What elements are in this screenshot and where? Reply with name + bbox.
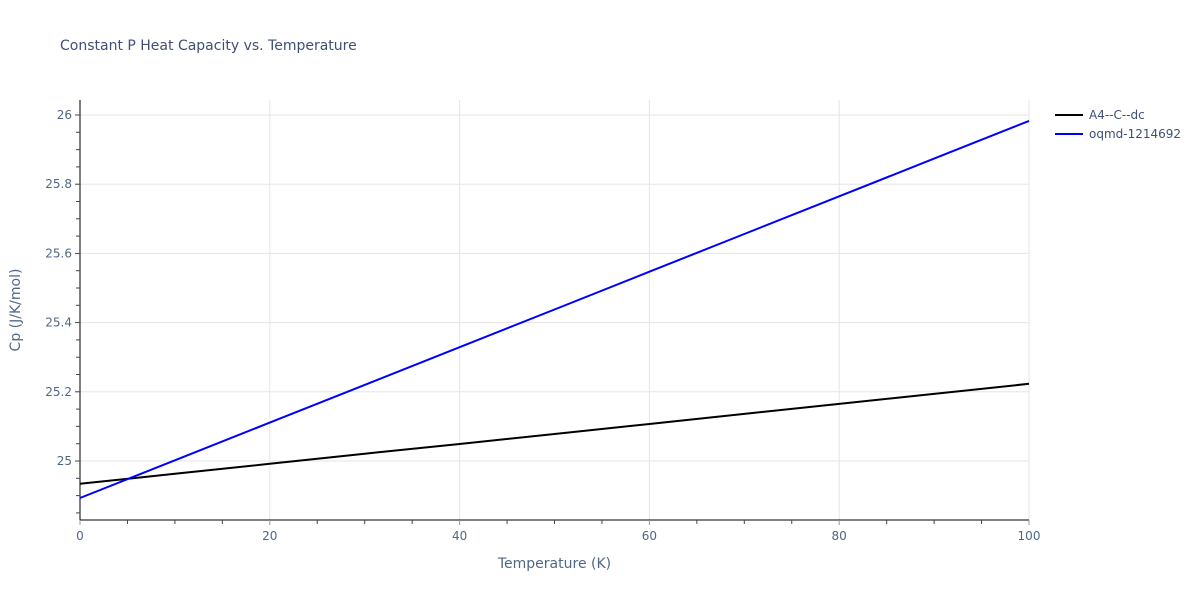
y-tick-label: 26 [57,108,72,122]
chart-title: Constant P Heat Capacity vs. Temperature [60,38,357,54]
x-tick-label: 100 [1018,529,1041,543]
x-tick-label: 40 [452,529,467,543]
y-tick-label: 25.8 [45,177,72,191]
x-tick-label: 0 [76,529,84,543]
legend-label: oqmd-1214692 [1089,127,1181,141]
legend-item[interactable]: oqmd-1214692 [1055,127,1181,141]
plot-area[interactable] [79,119,1030,499]
x-tick-label: 80 [832,529,847,543]
x-tick-label: 20 [262,529,277,543]
series-line-oqmd-1214692[interactable] [79,119,1030,499]
legend-item[interactable]: A4--C--dc [1055,108,1145,122]
axes: 0 20 40 60 80 100 25 25.2 25.4 25.6 25.8 26 [45,100,1040,543]
y-tick-label: 25.6 [45,246,72,260]
legend[interactable]: A4--C--dc oqmd-1214692 [1055,108,1181,141]
y-tick-label: 25.2 [45,385,72,399]
x-axis-title: Temperature (K) [497,556,611,572]
legend-label: A4--C--dc [1089,108,1145,122]
x-tick-label: 60 [642,529,657,543]
y-tick-label: 25.4 [45,316,72,330]
series-line-A4--C--dc[interactable] [79,382,1030,485]
y-tick-label: 25 [57,454,72,468]
y-axis-title: Cp (J/K/mol) [8,269,24,352]
